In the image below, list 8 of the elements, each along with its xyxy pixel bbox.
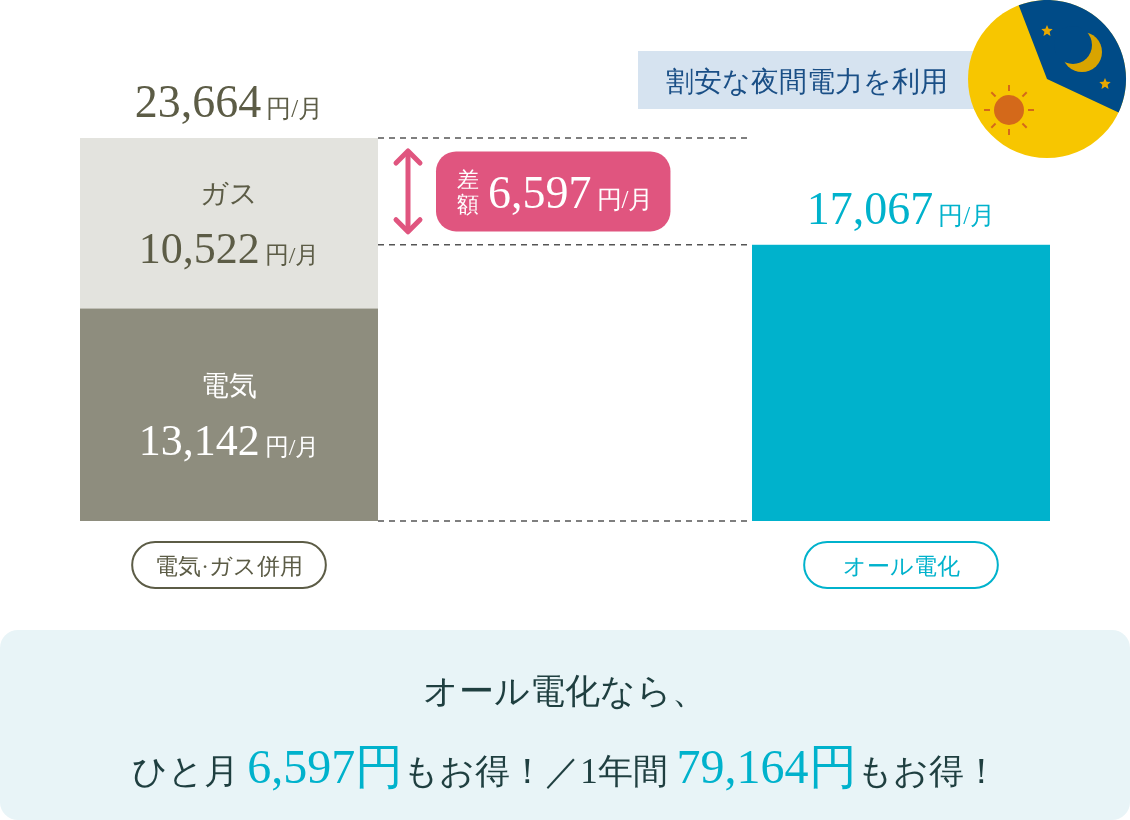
annotation: オール電化なら、	[423, 672, 707, 711]
series-name: 電気	[201, 369, 257, 401]
note-label: 差額	[457, 167, 479, 218]
category-label: 電気·ガス併用	[155, 554, 303, 579]
category-label: オール電化	[842, 554, 960, 579]
annotation: ひと月 6,597円もお得！／1年間 79,164円もお得！	[131, 740, 999, 793]
series-name: ガス	[200, 178, 258, 210]
title: 割安な夜間電力を利用	[666, 66, 948, 97]
